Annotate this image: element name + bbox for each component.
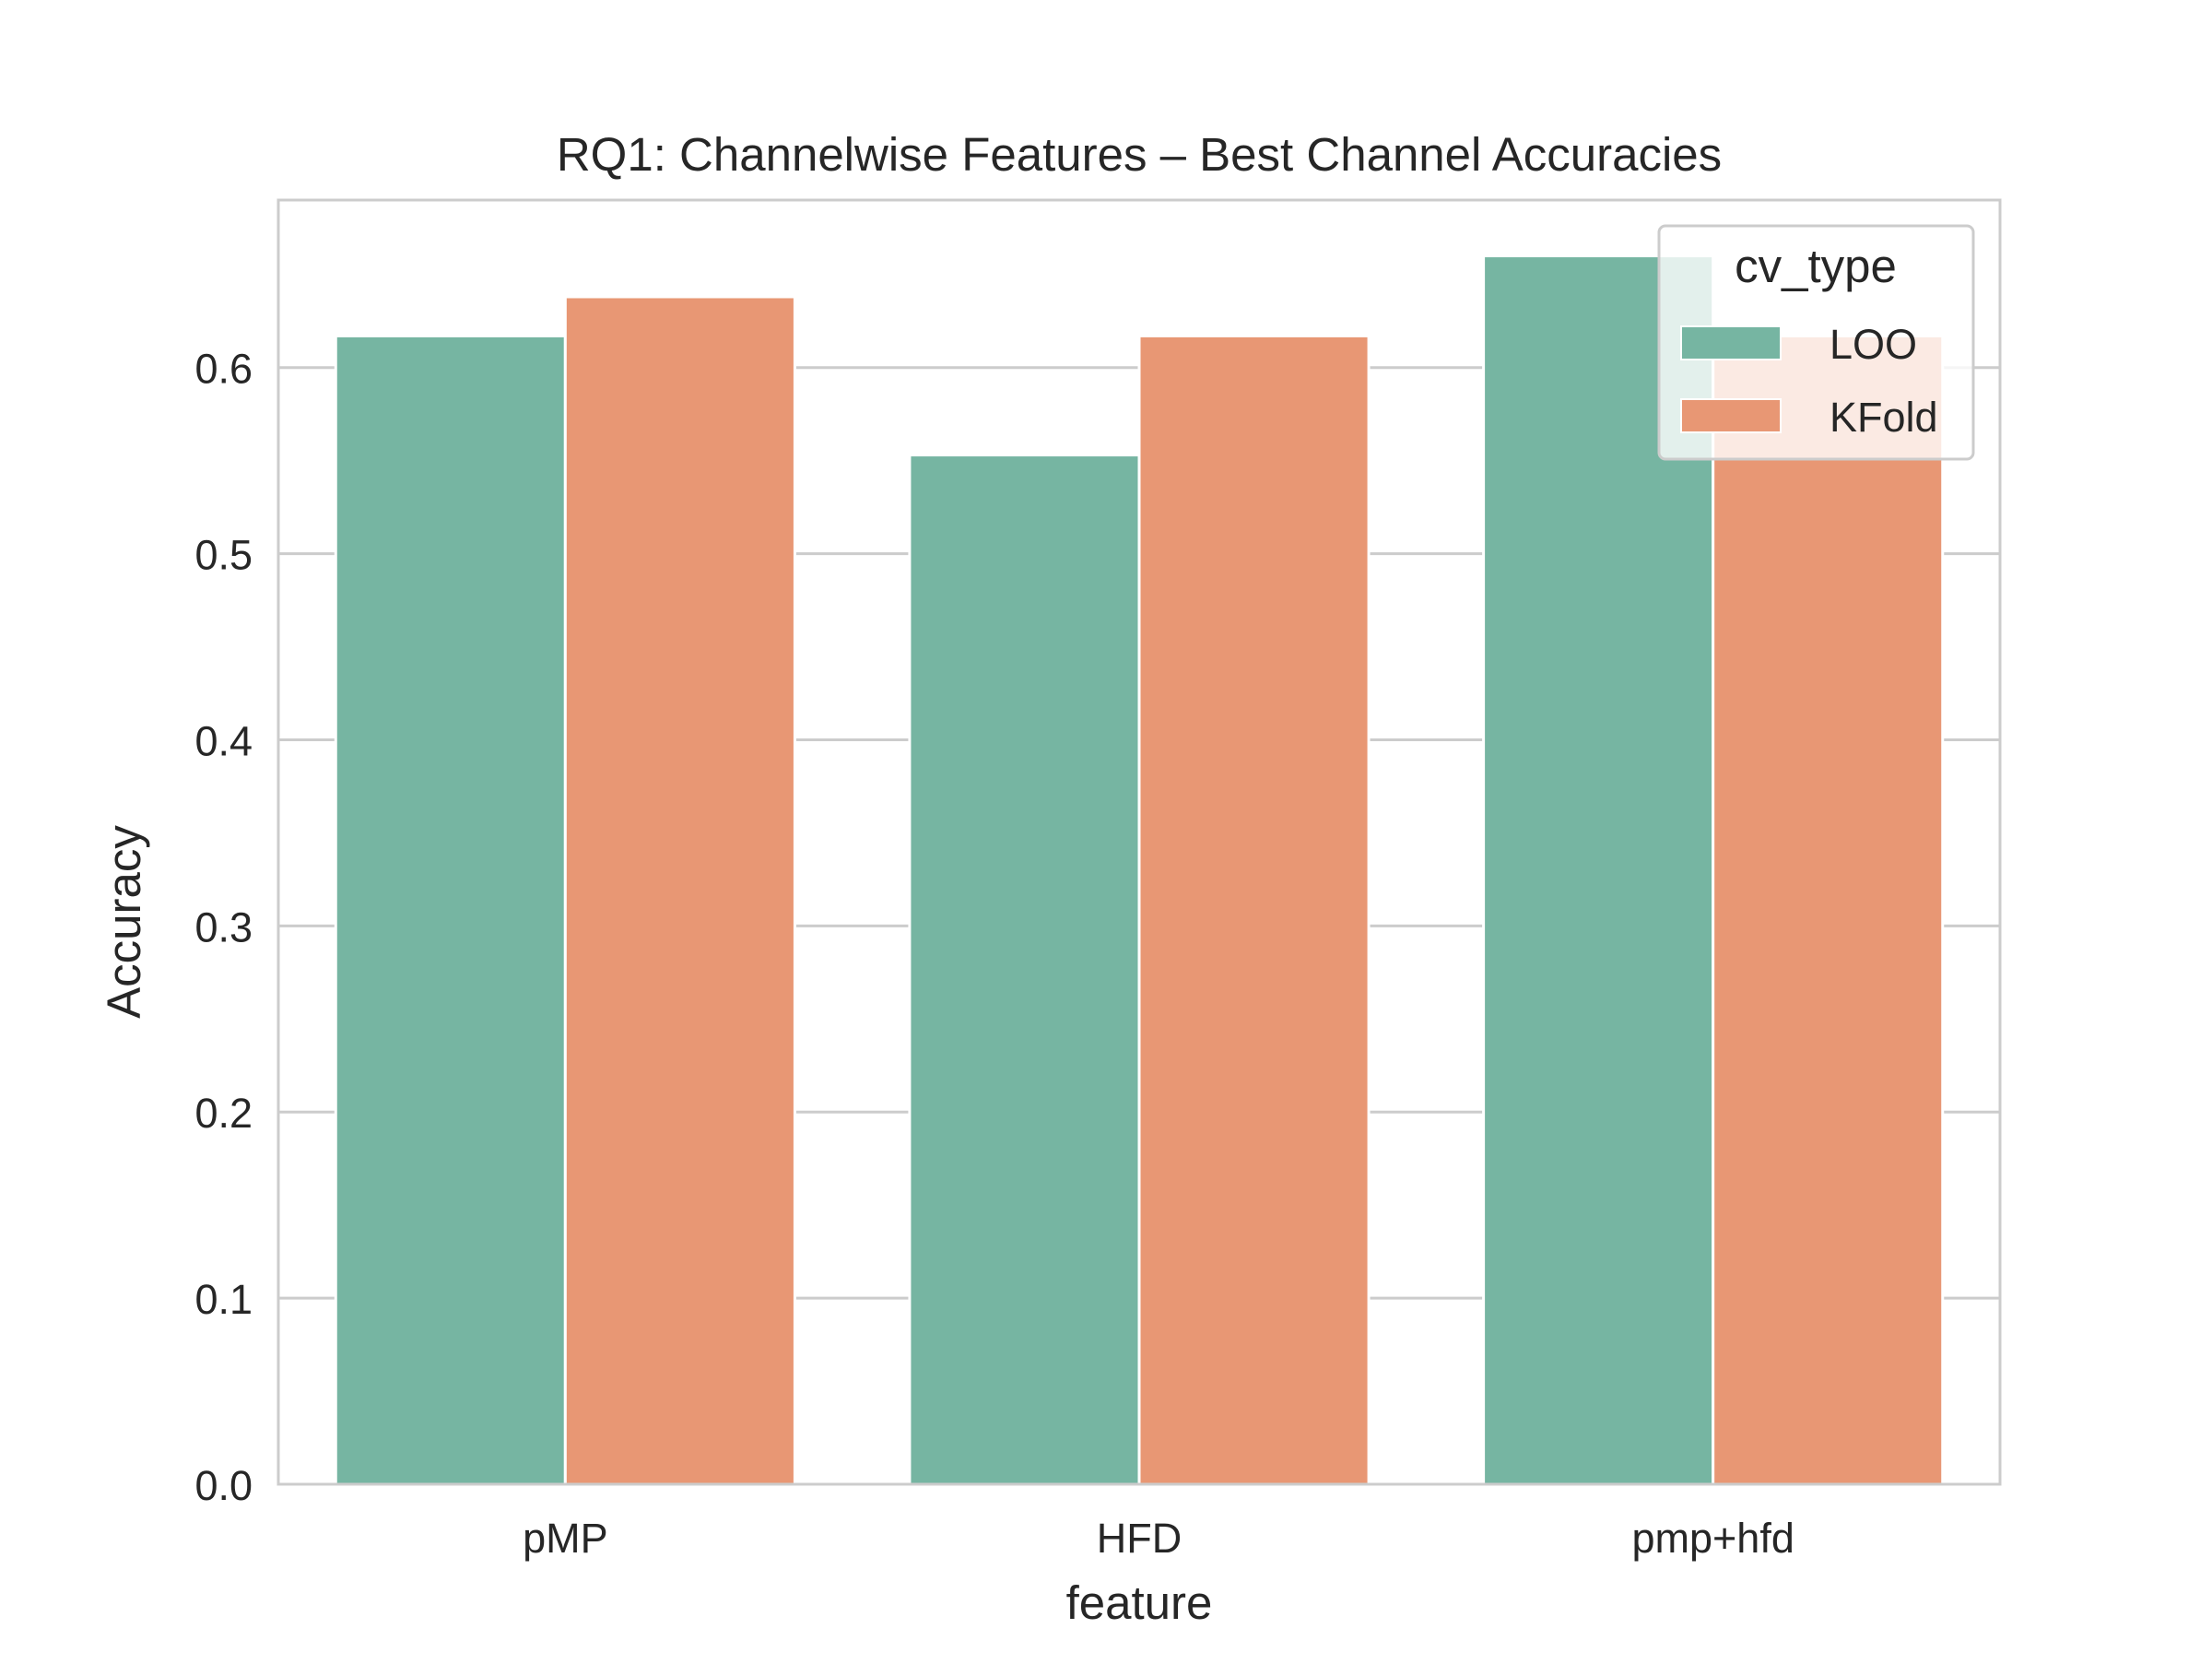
legend-entries: LOO KFold (1680, 321, 1938, 441)
x-tick-label: pmp+hfd (1631, 1515, 1794, 1562)
legend-label-kfold: KFold (1830, 394, 1938, 441)
y-tick-label: 0.3 (194, 903, 253, 950)
legend: cv_type LOO KFold (1657, 224, 1975, 461)
bar-kfold-2 (1712, 334, 1945, 1486)
y-tick-label: 0.6 (194, 346, 253, 393)
x-axis-label: feature (1066, 1576, 1213, 1629)
bar-kfold-0 (563, 295, 796, 1486)
x-tick-labels: pMP HFD pmp+hfd (523, 1515, 1794, 1562)
legend-title: cv_type (1735, 240, 1897, 292)
y-tick-label: 0.4 (194, 717, 253, 764)
bar-loo-1 (908, 454, 1141, 1486)
legend-swatch-kfold (1680, 398, 1782, 433)
y-tick-label: 0.2 (194, 1090, 253, 1137)
plot-frame (276, 198, 2002, 1486)
bar-kfold-1 (1137, 334, 1371, 1486)
bar-loo-0 (334, 334, 567, 1486)
chart-title: RQ1: Channelwise Features – Best Channel… (557, 128, 1722, 181)
y-tick-label: 0.5 (194, 532, 253, 579)
x-tick-label: HFD (1097, 1515, 1182, 1562)
x-tick-label: pMP (523, 1515, 608, 1562)
legend-swatch-loo (1680, 325, 1782, 360)
y-axis-label: Accuracy (98, 825, 150, 1019)
y-tick-labels: 0.0 0.1 0.2 0.3 0.4 0.5 0.6 (194, 346, 253, 1509)
bar-loo-2 (1482, 254, 1715, 1486)
y-tick-label: 0.0 (194, 1462, 253, 1509)
y-tick-label: 0.1 (194, 1276, 253, 1323)
legend-label-loo: LOO (1830, 321, 1917, 368)
